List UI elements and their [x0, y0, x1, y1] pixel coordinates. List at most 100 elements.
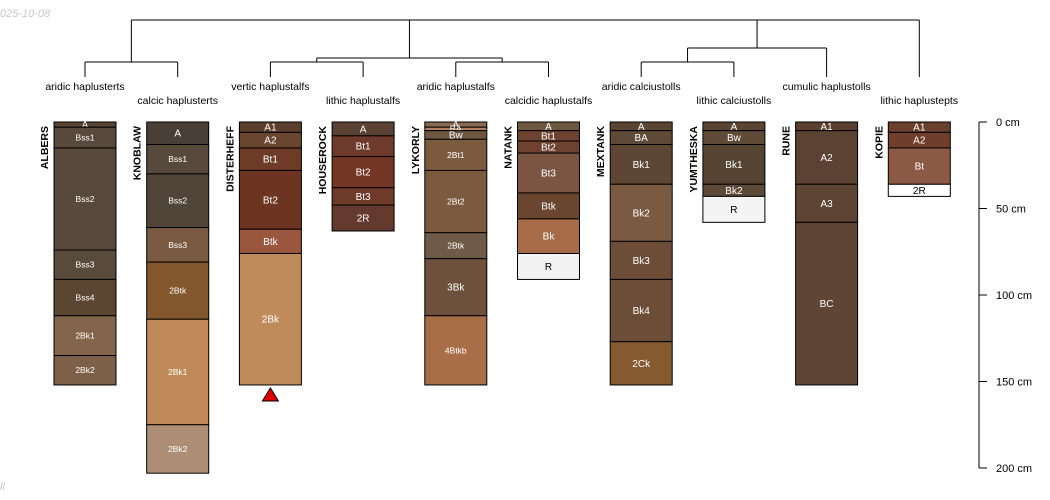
horizon-label: A: [453, 120, 459, 130]
horizon-2R: [331, 204, 395, 232]
subgroup-label: aridic haplusterts: [45, 81, 124, 93]
horizon-label: R: [545, 262, 552, 273]
horizon-label: Bss3: [76, 260, 95, 270]
horizon-label: R: [730, 205, 737, 216]
horizon-label: 2Bt1: [447, 150, 465, 160]
horizon-label: A1: [264, 123, 277, 134]
horizon-Bss1: [146, 143, 210, 175]
horizon-Bss2: [53, 147, 117, 251]
horizon-label: 2Bt2: [447, 197, 465, 207]
depth-axis: 0 cm 50 cm 100 cm 150 cm 200 cm: [978, 117, 1032, 475]
depth-tick-label: 100 cm: [996, 290, 1032, 302]
horizon-label: Bss2: [76, 194, 95, 204]
subgroup-label: lithic haplustalfs: [326, 95, 400, 107]
depth-tick-label: 0 cm: [996, 117, 1020, 129]
horizon-label: 4Btkb: [445, 345, 467, 355]
horizon-label: A2: [264, 136, 277, 147]
soil-profile: A Bt1 Bt2 Bt3 2R HOUSEROCK: [317, 121, 395, 232]
horizon-2Bk2: [146, 424, 210, 474]
horizon-Bk1: [702, 143, 766, 185]
horizon-label: 2R: [913, 186, 926, 197]
horizon-2R: [887, 183, 951, 197]
horizon-label: Bk4: [633, 306, 651, 317]
soil-profile: A Bss1 Bss2 Bss3 Bss4 2Bk1 2Bk2 ALBERS: [39, 120, 117, 386]
horizon-label: Bt2: [541, 143, 556, 154]
horizon-2Btk: [424, 232, 488, 260]
soil-profile: A1 A2 A3 BC RUNE: [781, 121, 859, 386]
profile-name: ALBERS: [39, 126, 51, 169]
horizon-label: A: [731, 122, 738, 133]
horizon-label: Bt1: [541, 131, 556, 142]
horizon-Bk1: [609, 143, 673, 185]
subgroup-label: lithic haplustepts: [880, 95, 958, 107]
horizon-label: Bt3: [356, 192, 371, 203]
soil-profile: ABA Bk1 Bk2 Bk3 Bk4 2Ck MEXTANK: [595, 121, 673, 386]
horizon-Bss2: [146, 173, 210, 229]
profile-name: NATANK: [503, 126, 515, 169]
horizon-2Bk1: [53, 315, 117, 357]
horizon-label: BC: [820, 299, 834, 310]
date-stamp: 025-10-08: [0, 8, 51, 20]
horizon-label: A: [174, 129, 181, 140]
horizon-label: 2Btk: [447, 241, 465, 251]
horizon-label: Bk2: [633, 208, 651, 219]
horizon-label: Bt: [915, 162, 925, 173]
horizon-2Bk1: [146, 318, 210, 426]
dendrogram: [84, 19, 920, 77]
horizon-label: Bss4: [76, 293, 95, 303]
horizon-Bt2: [238, 169, 302, 230]
horizon-label: 2R: [357, 214, 370, 225]
horizon-Bk: [517, 218, 580, 254]
horizon-label: Bk3: [633, 256, 651, 267]
horizon-label: Bk1: [725, 160, 743, 171]
profile-name: YUMTHESKA: [688, 126, 700, 193]
depth-tick-label: 150 cm: [996, 377, 1032, 389]
horizon-label: Bw: [727, 133, 742, 144]
depth-tick-label: 50 cm: [996, 204, 1026, 216]
horizon-label: BA: [635, 133, 649, 144]
horizon-label: A2: [820, 153, 833, 164]
horizon-label: Bk1: [633, 160, 651, 171]
horizon-label: 2Bk2: [75, 365, 95, 375]
horizon-BC: [795, 221, 859, 386]
horizon-label: Bt2: [263, 195, 278, 206]
subgroup-label: aridic calciustolls: [602, 81, 681, 93]
horizon-label: A1: [820, 122, 833, 133]
horizon-label: Bk2: [725, 186, 743, 197]
truncation-marker: [261, 387, 280, 402]
horizon-label: Bw: [449, 130, 464, 141]
horizon-2Ck: [609, 341, 673, 386]
horizon-Bt: [887, 147, 951, 185]
horizon-R: [702, 195, 766, 223]
subgroup-label: calcidic haplustalfs: [505, 95, 593, 107]
horizon-label: Bt1: [263, 155, 278, 166]
subgroup-label: aridic haplustalfs: [417, 81, 495, 93]
horizon-2Bk: [238, 252, 302, 386]
subgroup-label: lithic calciustolls: [697, 95, 772, 107]
horizon-label: 3Bk: [447, 283, 465, 294]
subgroup-label: calcic haplusterts: [137, 95, 218, 107]
soil-profile: ABw Bk1 Bk2 R YUMTHESKA: [688, 121, 766, 223]
horizon-Bk2: [609, 183, 673, 242]
horizon-label: Bss1: [76, 133, 95, 143]
horizon-2Bk2: [53, 355, 117, 386]
horizon-label: A1: [913, 123, 926, 134]
soil-profile: A1 A2 Bt1 Bt2 Btk 2Bk DISTERHEFF: [224, 121, 302, 402]
horizon-label: Bt2: [356, 168, 371, 179]
profile-name: RUNE: [781, 126, 793, 156]
horizon-label: 2Bk1: [168, 367, 188, 377]
profiles: A Bss1 Bss2 Bss3 Bss4 2Bk1 2Bk2 ALBERS A Bss1 Bss2…: [39, 120, 951, 474]
horizon-Btk: [517, 192, 580, 220]
horizon-A3: [795, 183, 859, 223]
profile-name: KNOBLAW: [132, 126, 144, 180]
horizon-R: [517, 252, 580, 280]
horizon-Btk: [238, 228, 302, 254]
profile-name: LYKORLY: [410, 126, 422, 174]
horizon-4Btkb: [424, 315, 488, 386]
subgroup-label: cumulic haplustolls: [783, 81, 871, 93]
horizon-label: 2Bk1: [75, 331, 95, 341]
horizon-label: A3: [820, 199, 833, 210]
horizon-label: Bt3: [541, 169, 556, 180]
